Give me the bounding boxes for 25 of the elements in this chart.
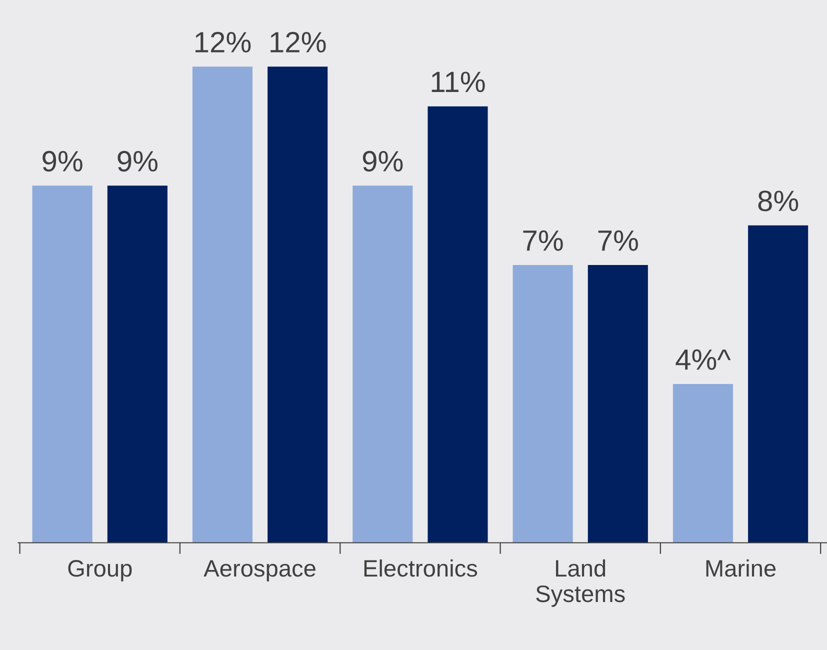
data-label: 11%	[432, 72, 485, 92]
data-label: 12%	[196, 32, 251, 52]
x-tick-label: Group	[68, 560, 132, 582]
x-tick-label: Land Systems	[536, 559, 625, 607]
data-label: 7%	[598, 230, 638, 251]
bar	[192, 66, 253, 543]
data-label: 12%	[270, 32, 326, 52]
data-label: 8%	[758, 190, 798, 212]
x-tick-label: Electronics	[364, 559, 478, 577]
x-tick-label: Marine	[706, 559, 776, 577]
x-tick-label: Aerospace	[204, 560, 316, 582]
bar	[268, 66, 328, 543]
bar	[588, 265, 648, 543]
bar	[672, 384, 733, 543]
data-label: 4%^	[676, 349, 731, 370]
bar	[512, 265, 573, 543]
bar	[748, 225, 808, 543]
data-label: 7%	[523, 230, 563, 251]
bar	[107, 186, 168, 543]
bar	[428, 106, 488, 543]
data-label: 9%	[118, 150, 158, 172]
bar	[32, 186, 92, 543]
data-label: 9%	[42, 150, 82, 172]
data-label: 9%	[362, 150, 403, 172]
bar	[352, 186, 413, 543]
